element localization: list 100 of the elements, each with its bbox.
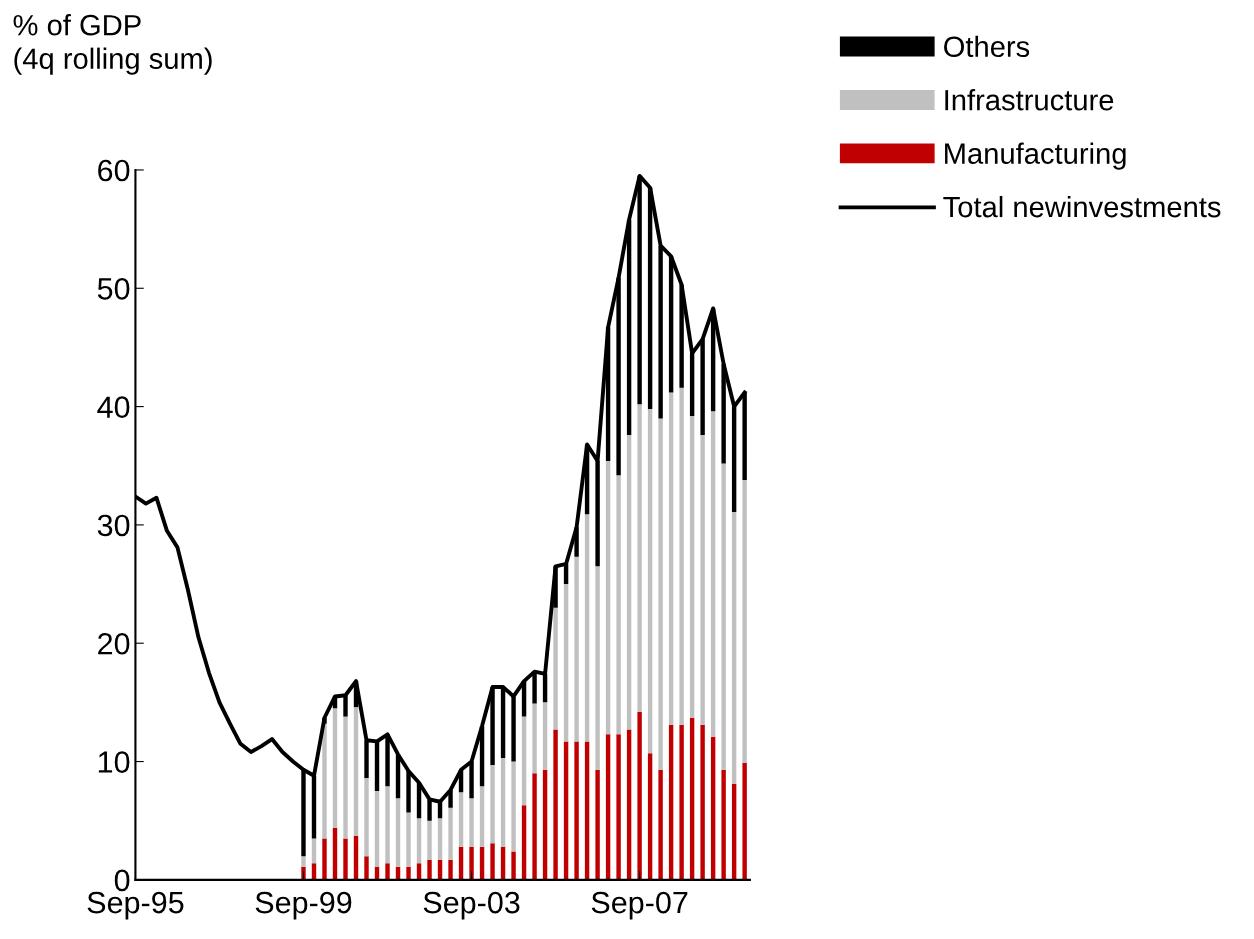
bar — [511, 696, 516, 762]
bar — [710, 736, 716, 880]
bar — [574, 556, 579, 742]
bar — [490, 765, 495, 844]
bar — [679, 387, 684, 725]
bar — [689, 717, 695, 880]
bar — [721, 769, 726, 880]
bar — [521, 716, 527, 806]
x-tick-label: Sep-95 — [87, 891, 184, 920]
bar — [427, 820, 432, 860]
bar — [416, 818, 422, 864]
bar — [311, 838, 317, 864]
bar — [637, 404, 642, 712]
bar — [700, 724, 705, 880]
x-tick-label: Sep-07 — [591, 891, 688, 920]
legend-label: Manufacturing — [945, 142, 1126, 170]
legend-label: Others — [944, 35, 1030, 58]
bar — [511, 851, 516, 880]
bar — [532, 773, 537, 880]
bar — [658, 418, 663, 770]
bar — [563, 584, 569, 742]
bar — [532, 703, 537, 774]
bar — [374, 791, 380, 867]
bar — [700, 339, 705, 435]
bar — [301, 866, 306, 880]
bar — [406, 812, 411, 867]
bar — [427, 859, 432, 880]
bar — [490, 686, 495, 766]
bar — [668, 392, 674, 725]
bar — [584, 514, 590, 742]
bar — [490, 843, 495, 880]
bar — [742, 762, 747, 880]
legend-label: Total newinvestments — [943, 195, 1221, 218]
bar — [595, 769, 600, 880]
bar — [616, 734, 621, 880]
bar — [332, 708, 338, 828]
bar — [437, 818, 443, 860]
bar — [301, 856, 306, 867]
bar — [511, 761, 516, 852]
y-tick-label: 30 — [97, 514, 130, 537]
x-tick-label: Sep-99 — [255, 891, 352, 920]
bar — [605, 734, 611, 880]
bar — [364, 778, 369, 857]
bar — [595, 566, 600, 770]
bar — [700, 434, 705, 725]
bar — [322, 723, 327, 839]
bar — [658, 245, 663, 419]
bar — [479, 786, 485, 847]
bar — [469, 761, 474, 799]
y-tick-label: 60 — [98, 159, 130, 182]
bar — [343, 838, 348, 880]
bar — [679, 284, 684, 388]
bar — [542, 769, 548, 880]
bar — [532, 671, 537, 704]
bar — [353, 707, 359, 837]
bar — [616, 277, 621, 476]
bar — [469, 846, 474, 880]
bar — [626, 434, 632, 730]
bar — [385, 786, 390, 864]
y-tick-label: 40 — [97, 396, 130, 418]
bar — [521, 805, 527, 880]
bar — [500, 757, 506, 847]
bar — [658, 769, 663, 880]
bar — [553, 607, 558, 730]
bar — [742, 479, 747, 763]
bar — [395, 798, 401, 867]
bar — [574, 741, 579, 880]
bar — [595, 461, 600, 567]
bar — [322, 838, 327, 880]
bar — [448, 859, 453, 880]
bar — [364, 740, 369, 779]
bar — [689, 416, 695, 718]
bar — [647, 753, 653, 880]
bar — [343, 695, 348, 717]
y-tick-label: 0 — [114, 869, 130, 892]
bar — [731, 511, 737, 785]
bar — [616, 475, 621, 735]
legend-label: Infrastructure — [945, 89, 1114, 111]
y-tick-label: 50 — [97, 278, 130, 300]
bar — [448, 807, 453, 860]
bar — [563, 741, 569, 880]
y-axis-title: % of GDP (4q rolling sum) — [13, 14, 212, 75]
bar — [458, 792, 464, 847]
bar — [385, 863, 390, 880]
bar — [637, 711, 642, 880]
bar — [605, 461, 611, 735]
x-tick-label: Sep-03 — [423, 891, 520, 920]
bar — [626, 729, 632, 880]
y-tick-label: 20 — [98, 632, 130, 655]
bar — [668, 724, 674, 880]
bar — [542, 702, 548, 770]
bar — [721, 363, 726, 464]
bar — [343, 716, 348, 839]
y-tick-label: 10 — [98, 751, 130, 773]
bar — [469, 798, 474, 847]
bar — [364, 856, 369, 880]
bar — [710, 411, 716, 737]
bar — [679, 724, 684, 880]
bar — [647, 408, 653, 754]
bar — [406, 866, 411, 880]
